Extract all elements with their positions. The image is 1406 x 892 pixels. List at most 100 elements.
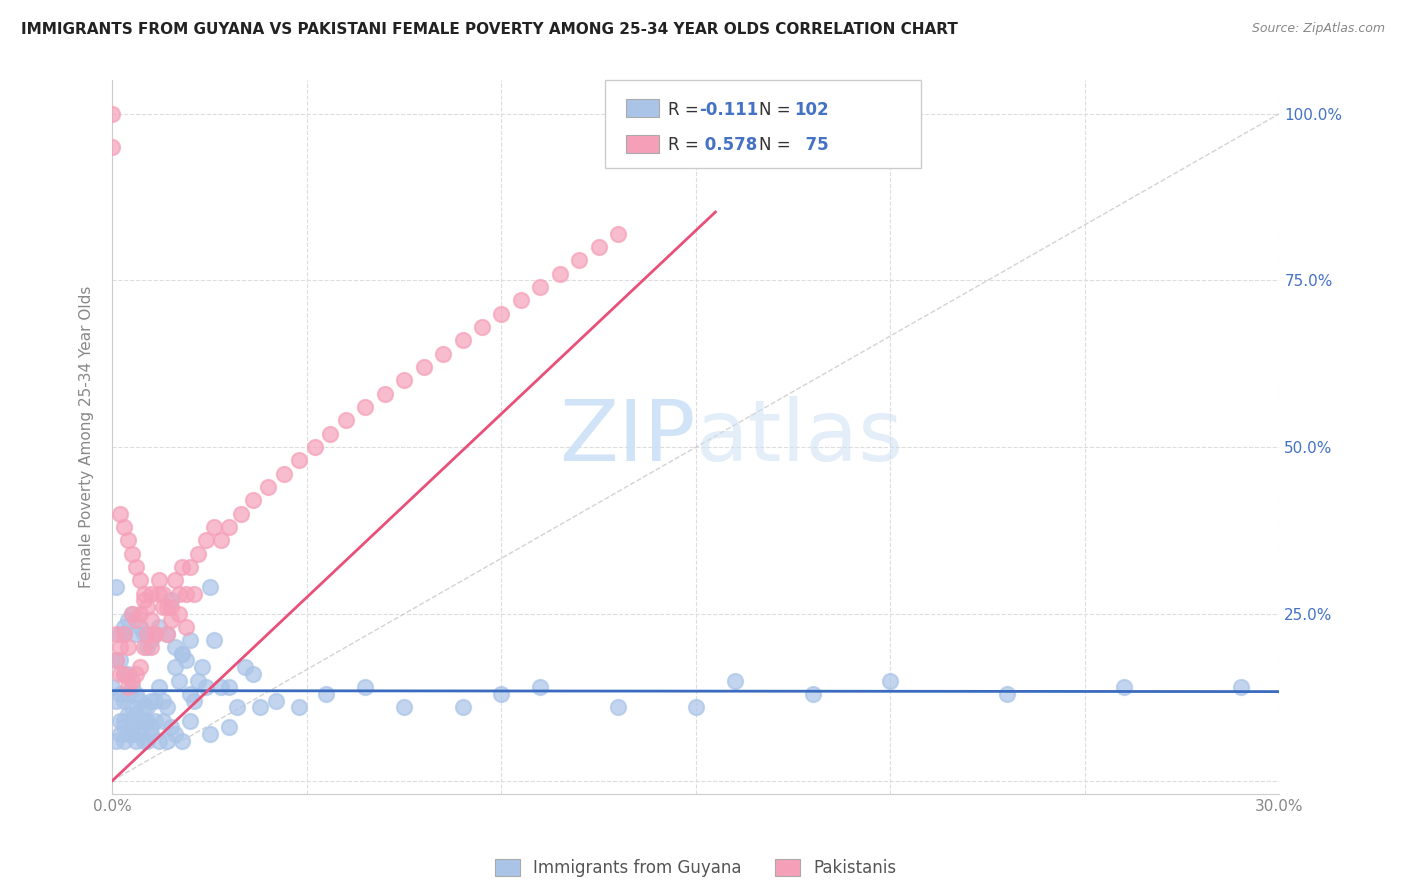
Point	[117, 680, 139, 694]
Point	[394, 700, 416, 714]
Point	[112, 520, 135, 534]
Point	[218, 680, 240, 694]
Point	[121, 680, 143, 694]
Point	[112, 666, 135, 681]
Text: 102: 102	[794, 101, 830, 119]
Point	[588, 240, 610, 254]
Point	[156, 733, 179, 747]
Point	[141, 640, 163, 655]
Point	[128, 660, 150, 674]
Point	[125, 706, 148, 721]
Text: IMMIGRANTS FROM GUYANA VS PAKISTANI FEMALE POVERTY AMONG 25-34 YEAR OLDS CORRELA: IMMIGRANTS FROM GUYANA VS PAKISTANI FEMA…	[21, 22, 957, 37]
Point	[101, 140, 124, 154]
Point	[112, 620, 135, 634]
Point	[273, 467, 295, 481]
Point	[568, 253, 591, 268]
Point	[685, 700, 707, 714]
Point	[319, 426, 342, 441]
Point	[163, 574, 186, 588]
Point	[132, 587, 155, 601]
Point	[121, 607, 143, 621]
Point	[105, 733, 128, 747]
Point	[209, 680, 232, 694]
Point	[374, 386, 396, 401]
Text: 0.578: 0.578	[699, 136, 756, 154]
Point	[167, 607, 190, 621]
Point	[226, 700, 249, 714]
Text: -0.111: -0.111	[699, 101, 758, 119]
Point	[335, 413, 357, 427]
Point	[136, 700, 159, 714]
Point	[1112, 680, 1135, 694]
Legend: Immigrants from Guyana, Pakistanis: Immigrants from Guyana, Pakistanis	[488, 852, 904, 884]
Point	[160, 614, 183, 628]
Point	[112, 627, 135, 641]
Point	[110, 666, 132, 681]
Point	[136, 714, 159, 728]
Point	[179, 633, 201, 648]
Point	[152, 587, 174, 601]
Point	[471, 320, 494, 334]
Point	[121, 727, 143, 741]
Point	[112, 714, 135, 728]
Point	[194, 533, 217, 548]
Point	[121, 547, 143, 561]
Point	[509, 293, 531, 308]
Point	[491, 307, 513, 321]
Point	[179, 687, 201, 701]
Point	[529, 680, 551, 694]
Point	[110, 640, 132, 655]
Point	[121, 607, 143, 621]
Point	[607, 227, 630, 241]
Point	[529, 280, 551, 294]
Point	[172, 647, 194, 661]
Point	[218, 720, 240, 734]
Point	[152, 693, 174, 707]
Point	[264, 693, 287, 707]
Point	[315, 687, 337, 701]
Point	[132, 627, 155, 641]
Point	[110, 727, 132, 741]
Point	[148, 733, 170, 747]
Point	[136, 627, 159, 641]
Text: N =: N =	[759, 136, 796, 154]
Point	[183, 587, 205, 601]
Point	[257, 480, 280, 494]
Text: R =: R =	[668, 136, 704, 154]
Point	[172, 733, 194, 747]
Point	[451, 700, 474, 714]
Point	[128, 727, 150, 741]
Point	[548, 267, 571, 281]
Point	[187, 673, 209, 688]
Point	[125, 733, 148, 747]
Point	[176, 653, 198, 667]
Point	[132, 714, 155, 728]
Point	[121, 714, 143, 728]
Point	[143, 714, 166, 728]
Point	[156, 627, 179, 641]
Point	[167, 673, 190, 688]
Point	[288, 453, 311, 467]
Text: N =: N =	[759, 101, 796, 119]
Point	[128, 620, 150, 634]
Point	[141, 614, 163, 628]
Point	[202, 520, 225, 534]
Point	[242, 666, 264, 681]
Point	[101, 106, 124, 120]
Point	[163, 727, 186, 741]
Point	[136, 600, 159, 615]
Point	[121, 673, 143, 688]
Point	[179, 560, 201, 574]
Point	[394, 373, 416, 387]
Point	[117, 666, 139, 681]
Point	[354, 400, 377, 414]
Point	[432, 347, 454, 361]
Text: R =: R =	[668, 101, 704, 119]
Point	[141, 587, 163, 601]
Point	[156, 700, 179, 714]
Point	[141, 693, 163, 707]
Point	[101, 680, 124, 694]
Point	[209, 533, 232, 548]
Point	[194, 680, 217, 694]
Point	[148, 620, 170, 634]
